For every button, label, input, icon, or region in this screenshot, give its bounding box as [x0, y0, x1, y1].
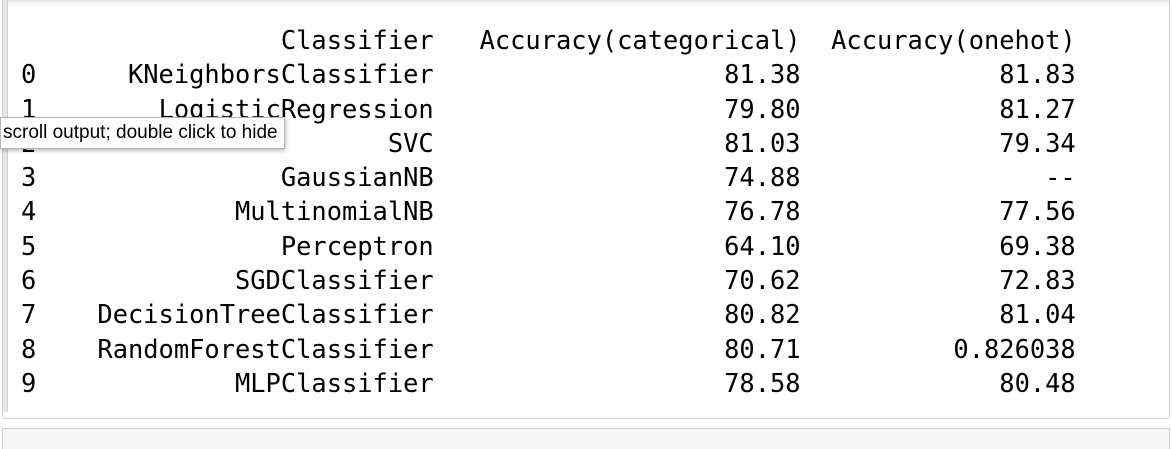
accuracy-onehot-cell: 72.83 [999, 265, 1076, 296]
accuracy-categorical-cell: 81.03 [724, 127, 801, 158]
table-row: 0 KNeighborsClassifier 81.38 81.83 [21, 57, 1076, 91]
row-index: 6 [21, 265, 37, 296]
row-index: 7 [21, 299, 37, 330]
accuracy-onehot-cell: -- [1045, 162, 1076, 193]
table-row: 3 GaussianNB 74.88 -- [21, 160, 1076, 194]
next-notebook-cell[interactable] [2, 428, 1170, 449]
classifier-cell: KNeighborsClassifier [127, 59, 434, 90]
scroll-output-tooltip: scroll output; double click to hide [0, 117, 285, 149]
accuracy-categorical-cell: 74.88 [724, 162, 801, 193]
accuracy-onehot-cell: 77.56 [999, 196, 1076, 227]
table-row: 4 MultinomialNB 76.78 77.56 [21, 194, 1076, 228]
row-index: 0 [21, 59, 37, 90]
accuracy-categorical-cell: 81.38 [724, 59, 801, 90]
table-row: 6 SGDClassifier 70.62 72.83 [21, 263, 1076, 297]
accuracy-onehot-cell: 81.83 [999, 59, 1076, 90]
column-header-accuracy-categorical: Accuracy(categorical) [479, 25, 801, 55]
classifier-cell: GaussianNB [280, 162, 434, 193]
table-row: 9 MLPClassifier 78.58 80.48 [21, 366, 1076, 400]
classifier-cell: Perceptron [280, 230, 434, 261]
accuracy-categorical-cell: 64.10 [724, 230, 801, 261]
classifier-cell: MultinomialNB [234, 196, 434, 227]
accuracy-onehot-cell: 80.48 [999, 367, 1076, 398]
accuracy-categorical-cell: 70.62 [724, 265, 801, 296]
table-row: 7 DecisionTreeClassifier 80.82 81.04 [21, 297, 1076, 331]
dataframe-header-row: Classifier Accuracy(categorical) Accuracy(… [21, 23, 1076, 57]
classifier-cell: RandomForestClassifier [97, 333, 434, 364]
row-index: 9 [21, 367, 37, 398]
accuracy-onehot-cell: 79.34 [999, 127, 1076, 158]
row-index: 1 [21, 93, 37, 124]
row-index: 8 [21, 333, 37, 364]
row-index: 3 [21, 162, 37, 193]
output-prompt-scroll-handle[interactable] [3, 0, 8, 412]
column-header-accuracy-onehot: Accuracy(onehot) [831, 25, 1076, 55]
classifier-cell: DecisionTreeClassifier [97, 299, 434, 330]
table-row: 8 RandomForestClassifier 80.71 0.826038 [21, 332, 1076, 366]
accuracy-categorical-cell: 80.82 [724, 299, 801, 330]
column-header-classifier: Classifier [280, 25, 434, 55]
classifier-cell: SVC [387, 127, 434, 158]
accuracy-categorical-cell: 80.71 [724, 333, 801, 364]
accuracy-onehot-cell: 81.27 [999, 93, 1076, 124]
classifier-cell: SGDClassifier [234, 265, 434, 296]
accuracy-categorical-cell: 78.58 [724, 367, 801, 398]
accuracy-onehot-cell: 69.38 [999, 230, 1076, 261]
row-index: 5 [21, 230, 37, 261]
accuracy-onehot-cell: 0.826038 [953, 333, 1076, 364]
row-index: 4 [21, 196, 37, 227]
index-header [21, 23, 36, 57]
accuracy-categorical-cell: 79.80 [724, 93, 801, 124]
classifier-cell: MLPClassifier [234, 367, 434, 398]
table-row: 5 Perceptron 64.10 69.38 [21, 229, 1076, 263]
cell-output-area[interactable]: Classifier Accuracy(categorical) Accuracy(… [2, 0, 1170, 419]
accuracy-onehot-cell: 81.04 [999, 299, 1076, 330]
accuracy-categorical-cell: 76.78 [724, 196, 801, 227]
dataframe-output: Classifier Accuracy(categorical) Accuracy(… [21, 23, 1076, 400]
